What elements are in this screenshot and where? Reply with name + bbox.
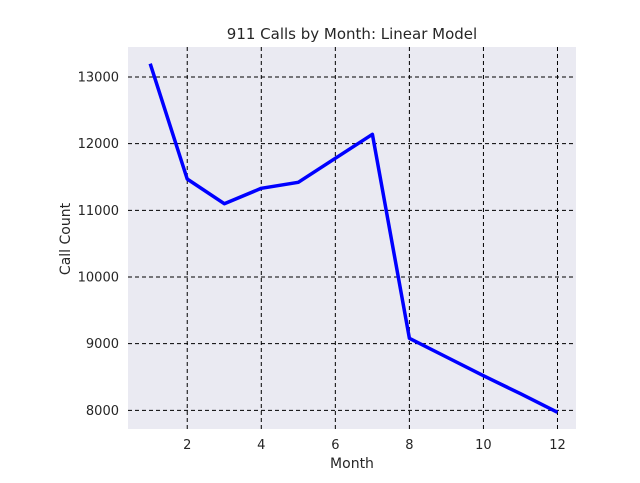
chart-title: 911 Calls by Month: Linear Model: [227, 25, 477, 43]
y-gridlines: [128, 76, 576, 411]
y-tick-labels: 8000 9000 10000 11000 12000 13000: [78, 71, 119, 419]
y-axis-label: Call Count: [58, 202, 74, 275]
y-tick-label: 13000: [78, 71, 119, 86]
x-tick-label: 10: [475, 438, 492, 453]
x-tick-label: 12: [549, 438, 566, 453]
series-group: [148, 63, 559, 414]
x-tick-labels: 2 4 6 8 10 12: [183, 438, 566, 453]
y-tick-label: 11000: [78, 204, 119, 219]
x-tick-label: 8: [405, 438, 413, 453]
x-gridlines: [186, 47, 558, 429]
y-tick-label: 8000: [86, 404, 119, 419]
y-tick-label: 10000: [78, 271, 119, 286]
plot-area: [128, 47, 576, 429]
y-tick-label: 9000: [86, 337, 119, 352]
series-line: [148, 63, 559, 414]
x-axis-label: Month: [330, 456, 374, 472]
y-tick-label: 12000: [78, 137, 119, 152]
x-tick-label: 2: [183, 438, 191, 453]
x-tick-label: 4: [257, 438, 265, 453]
x-tick-label: 6: [331, 438, 339, 453]
